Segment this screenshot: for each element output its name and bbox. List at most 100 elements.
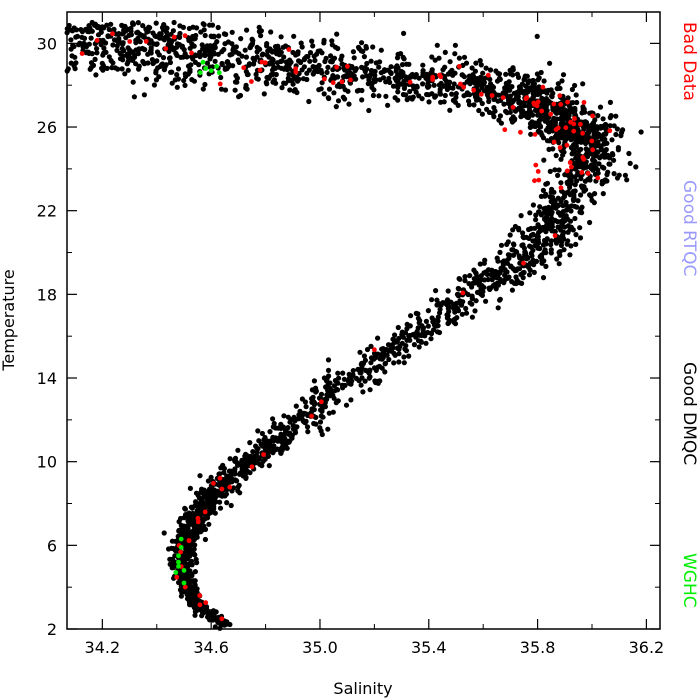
point-good-dmqc [507, 232, 513, 238]
point-good-dmqc [614, 126, 621, 132]
point-good-dmqc [493, 286, 499, 292]
point-bad-data [589, 138, 595, 144]
point-good-dmqc [436, 82, 442, 88]
point-good-dmqc [222, 41, 228, 47]
point-good-dmqc [387, 79, 393, 85]
point-good-dmqc [406, 353, 412, 359]
data-points [64, 19, 644, 631]
point-good-dmqc [240, 473, 246, 479]
point-bad-data [217, 475, 223, 481]
point-good-dmqc [420, 327, 426, 333]
point-good-dmqc [116, 39, 122, 45]
point-good-dmqc [507, 87, 513, 93]
point-good-dmqc [555, 238, 561, 244]
point-good-dmqc [569, 151, 575, 157]
point-bad-data [437, 72, 442, 78]
point-good-dmqc [285, 414, 291, 420]
point-good-dmqc [266, 463, 272, 469]
point-good-dmqc [415, 315, 421, 321]
point-good-dmqc [416, 75, 422, 81]
point-good-dmqc [537, 245, 543, 252]
point-good-dmqc [437, 306, 443, 312]
point-good-dmqc [303, 404, 309, 410]
point-good-dmqc [269, 49, 275, 55]
point-good-dmqc [191, 43, 197, 49]
point-good-dmqc [179, 575, 185, 582]
point-bad-data [182, 33, 188, 39]
x-tick-label: 34.2 [85, 638, 121, 657]
point-bad-data [548, 111, 554, 117]
point-good-dmqc [577, 225, 583, 231]
point-good-dmqc [378, 47, 384, 53]
point-good-dmqc [452, 51, 458, 57]
point-good-dmqc [259, 430, 265, 437]
point-good-dmqc [394, 345, 400, 351]
point-good-dmqc [174, 52, 180, 59]
point-good-dmqc [583, 138, 589, 144]
point-good-dmqc [589, 122, 595, 128]
point-good-dmqc [516, 266, 523, 272]
point-good-dmqc [180, 571, 186, 578]
point-good-dmqc [395, 78, 401, 84]
point-good-dmqc [310, 71, 316, 77]
point-good-dmqc [502, 268, 508, 274]
point-good-dmqc [175, 66, 182, 72]
point-good-dmqc [543, 127, 550, 133]
point-good-dmqc [501, 101, 507, 107]
point-good-dmqc [459, 72, 465, 78]
point-bad-data [524, 95, 530, 100]
point-good-dmqc [304, 424, 311, 430]
point-good-dmqc [376, 363, 383, 369]
point-good-dmqc [568, 224, 574, 230]
point-wghc [203, 66, 209, 71]
point-good-dmqc [208, 33, 214, 39]
point-good-dmqc [622, 172, 629, 178]
point-good-dmqc [318, 391, 325, 397]
point-good-dmqc [555, 81, 561, 87]
point-good-dmqc [101, 45, 107, 51]
point-good-dmqc [429, 315, 435, 321]
point-good-dmqc [471, 91, 477, 97]
point-good-dmqc [534, 234, 540, 240]
point-good-dmqc [416, 344, 422, 350]
point-good-dmqc [259, 463, 265, 469]
point-good-dmqc [212, 58, 218, 64]
point-good-dmqc [140, 34, 147, 40]
point-good-dmqc [197, 49, 203, 55]
point-bad-data [471, 87, 477, 93]
point-good-dmqc [497, 113, 503, 119]
point-good-dmqc [455, 293, 462, 299]
point-bad-data [533, 162, 539, 168]
point-good-dmqc [558, 180, 564, 186]
point-good-dmqc [471, 74, 477, 80]
point-good-dmqc [170, 564, 177, 571]
point-good-dmqc [526, 272, 533, 278]
point-good-dmqc [192, 588, 198, 594]
x-tick-label: 34.6 [193, 638, 229, 657]
point-good-dmqc [578, 176, 584, 182]
point-good-dmqc [279, 444, 285, 451]
point-bad-data [460, 290, 466, 296]
point-good-dmqc [554, 86, 560, 92]
point-good-dmqc [592, 171, 599, 177]
point-good-dmqc [72, 54, 78, 60]
point-good-dmqc [261, 437, 267, 443]
point-wghc [214, 64, 220, 69]
point-good-dmqc [194, 534, 200, 540]
point-good-dmqc [311, 378, 317, 384]
point-good-dmqc [530, 238, 536, 244]
point-good-dmqc [535, 77, 541, 83]
point-good-dmqc [200, 21, 206, 27]
point-good-dmqc [553, 116, 559, 122]
point-good-dmqc [233, 477, 239, 483]
point-good-dmqc [503, 71, 509, 77]
point-good-dmqc [602, 136, 608, 142]
point-good-dmqc [541, 115, 547, 121]
point-good-dmqc [330, 392, 336, 398]
point-good-dmqc [363, 45, 369, 51]
point-good-dmqc [574, 99, 580, 106]
point-good-dmqc [455, 102, 461, 108]
point-bad-data [551, 101, 557, 107]
point-good-dmqc [502, 272, 508, 278]
point-good-dmqc [567, 192, 573, 198]
